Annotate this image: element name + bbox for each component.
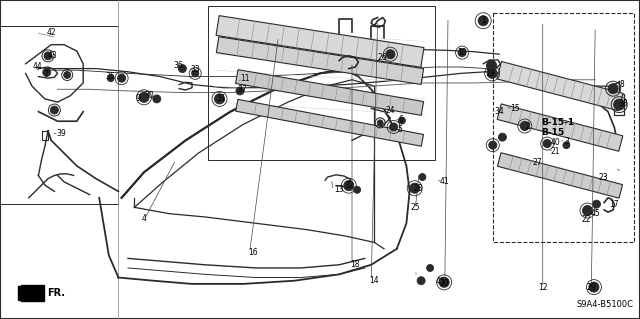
Circle shape	[377, 120, 383, 126]
Circle shape	[108, 75, 114, 82]
Text: 38: 38	[618, 99, 628, 108]
Circle shape	[399, 117, 405, 124]
Bar	[208, 6, 435, 160]
Text: 30: 30	[144, 91, 154, 100]
Text: 33: 33	[190, 65, 200, 74]
Text: 45: 45	[435, 277, 445, 286]
Circle shape	[344, 181, 354, 191]
Text: 42: 42	[46, 28, 56, 37]
Circle shape	[386, 50, 395, 59]
Circle shape	[487, 68, 497, 78]
Text: 24: 24	[385, 106, 396, 115]
Text: 21: 21	[550, 147, 559, 156]
Polygon shape	[236, 70, 424, 115]
Circle shape	[51, 106, 58, 114]
Text: 35: 35	[105, 72, 115, 81]
Circle shape	[563, 142, 570, 149]
Circle shape	[44, 52, 52, 60]
Text: 19: 19	[484, 69, 495, 78]
Text: 26: 26	[378, 53, 388, 62]
Circle shape	[118, 74, 125, 82]
Text: 4: 4	[141, 214, 147, 223]
Circle shape	[489, 141, 497, 149]
Polygon shape	[497, 62, 623, 111]
Circle shape	[608, 84, 618, 94]
Text: 34: 34	[494, 107, 504, 116]
Text: 7: 7	[44, 70, 49, 79]
Text: B-15-1: B-15-1	[541, 118, 574, 127]
Text: 11: 11	[240, 74, 249, 83]
Polygon shape	[497, 104, 623, 151]
Circle shape	[458, 48, 466, 57]
Circle shape	[543, 139, 551, 148]
Text: B-15: B-15	[541, 128, 564, 137]
Circle shape	[439, 277, 449, 287]
Circle shape	[520, 122, 529, 130]
Text: 13: 13	[334, 185, 344, 194]
Text: 43: 43	[47, 51, 58, 60]
Text: 28: 28	[414, 184, 423, 193]
Text: 31: 31	[216, 94, 226, 103]
Text: 9: 9	[135, 94, 140, 103]
Circle shape	[236, 87, 244, 95]
Circle shape	[427, 264, 433, 271]
Text: 18: 18	[351, 260, 360, 269]
Circle shape	[153, 95, 161, 103]
Polygon shape	[18, 286, 38, 300]
Circle shape	[43, 68, 51, 77]
Text: S9A4-B5100C: S9A4-B5100C	[577, 300, 634, 309]
Text: 14: 14	[369, 276, 380, 285]
Circle shape	[192, 70, 198, 77]
Text: 3: 3	[564, 137, 569, 146]
Text: 40: 40	[550, 138, 561, 147]
Text: 6: 6	[399, 115, 404, 124]
Circle shape	[582, 205, 593, 216]
Text: FR.: FR.	[47, 288, 65, 299]
Polygon shape	[497, 153, 623, 198]
Bar	[0, 26, 118, 204]
Text: 36: 36	[173, 61, 183, 70]
Text: 27: 27	[532, 158, 543, 167]
Text: 32: 32	[344, 181, 354, 190]
Text: 29: 29	[586, 283, 596, 292]
Text: 37: 37	[237, 85, 247, 94]
Circle shape	[419, 174, 426, 181]
Text: 17: 17	[609, 200, 620, 209]
Text: 10: 10	[457, 48, 467, 57]
Text: 1: 1	[481, 16, 486, 25]
Polygon shape	[216, 16, 424, 67]
Circle shape	[390, 123, 397, 131]
Text: 22: 22	[582, 215, 591, 224]
Circle shape	[354, 186, 360, 193]
Text: 16: 16	[248, 248, 258, 256]
Circle shape	[614, 99, 625, 110]
Text: 45: 45	[591, 209, 600, 218]
Text: 2: 2	[525, 122, 531, 130]
Text: 20: 20	[440, 279, 450, 288]
Circle shape	[417, 277, 425, 285]
Text: 5: 5	[397, 125, 403, 134]
Circle shape	[593, 200, 600, 208]
Circle shape	[589, 282, 599, 292]
Text: 25: 25	[410, 203, 420, 212]
Bar	[493, 13, 634, 242]
Circle shape	[139, 92, 149, 102]
Polygon shape	[20, 286, 44, 301]
Circle shape	[478, 16, 488, 26]
Text: 12: 12	[538, 283, 547, 292]
Polygon shape	[216, 37, 424, 85]
Text: 39: 39	[56, 130, 66, 138]
Text: 41: 41	[440, 177, 450, 186]
Circle shape	[410, 183, 420, 193]
Polygon shape	[236, 100, 424, 146]
Circle shape	[179, 64, 186, 73]
Text: 8: 8	[620, 80, 625, 89]
Circle shape	[486, 60, 497, 70]
Circle shape	[214, 94, 225, 104]
Text: 23: 23	[598, 173, 608, 182]
Text: 15: 15	[510, 104, 520, 113]
Circle shape	[499, 133, 506, 141]
Circle shape	[64, 71, 70, 78]
Text: 44: 44	[32, 62, 42, 71]
